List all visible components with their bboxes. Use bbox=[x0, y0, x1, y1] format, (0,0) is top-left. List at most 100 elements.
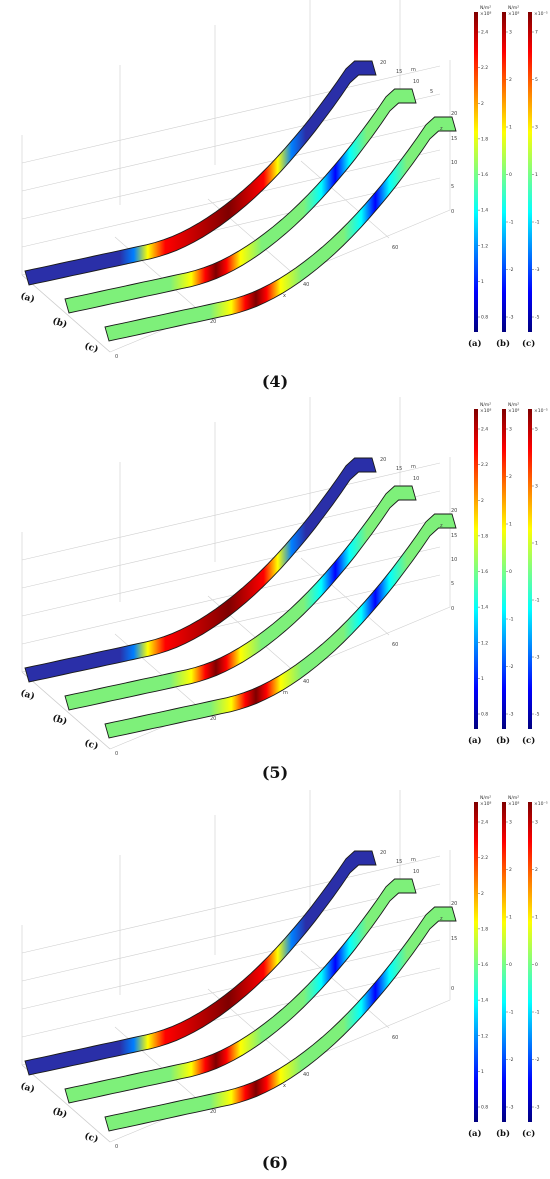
top-tick: 20 bbox=[380, 850, 386, 856]
colorbar-tick: 3 bbox=[509, 820, 512, 826]
colorbar-tick: 0.8 bbox=[481, 315, 488, 321]
x-tick: 60 bbox=[392, 642, 398, 648]
colorbar-tick: 2 bbox=[481, 498, 484, 504]
figure-panel-6: 0 20 40 60 x 20 15 10 m 20 15 0 z (a) (b… bbox=[19, 790, 548, 1150]
colorbar-label: (a) bbox=[468, 338, 482, 349]
colorbar-c bbox=[528, 12, 532, 332]
colorbar-tick: 1 bbox=[535, 541, 538, 547]
z-tick: 20 bbox=[451, 111, 457, 117]
colorbars: N/m²×10⁸2.42.221.81.61.41.210.8(a)N/m²×1… bbox=[468, 5, 548, 349]
stress-strip-a bbox=[24, 60, 377, 286]
grid-line bbox=[21, 546, 441, 645]
stress-strip-c bbox=[104, 513, 457, 739]
stress-strips bbox=[24, 457, 457, 739]
x-tick: 40 bbox=[303, 679, 309, 685]
grid-line bbox=[21, 671, 111, 750]
stress-strip-a bbox=[24, 457, 377, 683]
colorbar-scale: ×10⁻⁵ bbox=[534, 11, 548, 17]
colorbar-unit: N/m² bbox=[508, 5, 519, 11]
colorbar-tick: 1.2 bbox=[481, 640, 488, 646]
grid-line bbox=[21, 462, 441, 561]
colorbar-tick: -1 bbox=[535, 1010, 540, 1016]
colorbar-tick: 0 bbox=[509, 172, 512, 178]
z-tick: 10 bbox=[451, 557, 457, 563]
colorbar-tick: 0 bbox=[509, 962, 512, 968]
colorbar-tick: 3 bbox=[535, 820, 538, 826]
strip-label-c: (c) bbox=[83, 737, 100, 752]
colorbar-tick: 1.6 bbox=[481, 569, 488, 575]
x-tick: 40 bbox=[303, 282, 309, 288]
colorbars: N/m²×10⁸2.42.221.81.61.41.210.8(a)N/m²×1… bbox=[468, 402, 548, 746]
z-tick: 0 bbox=[451, 606, 454, 612]
colorbar-tick: 2 bbox=[509, 77, 512, 83]
colorbar-tick: 2.4 bbox=[481, 30, 488, 36]
colorbar-tick: 5 bbox=[535, 77, 538, 83]
grid-line bbox=[21, 149, 441, 248]
grid-line bbox=[21, 855, 441, 954]
z-tick: 15 bbox=[451, 136, 457, 142]
stress-strip-b bbox=[64, 878, 417, 1104]
colorbar-tick: 5 bbox=[535, 427, 538, 433]
stress-strip-c bbox=[104, 116, 457, 342]
colorbar-c bbox=[528, 802, 532, 1122]
colorbar-tick: 1.2 bbox=[481, 1033, 488, 1039]
z-tick: 0 bbox=[451, 209, 454, 215]
axis-ticks: 0 20 40 60 x 20 15 10 m 20 15 0 z bbox=[115, 850, 457, 1150]
colorbar-scale: ×10⁸ bbox=[508, 11, 519, 17]
stress-strips bbox=[24, 850, 457, 1132]
colorbars: N/m²×10⁸2.42.221.81.61.41.210.8(a)N/m²×1… bbox=[468, 795, 548, 1139]
panel-caption: (6) bbox=[261, 1153, 289, 1172]
z-tick: 20 bbox=[451, 508, 457, 514]
top-unit: m bbox=[411, 67, 416, 73]
strip-label-b: (b) bbox=[51, 315, 68, 330]
colorbar-tick: 1 bbox=[481, 279, 484, 285]
colorbar-a bbox=[474, 409, 478, 729]
z-axis-label: z bbox=[440, 126, 443, 132]
colorbar-tick: 3 bbox=[509, 30, 512, 36]
z-tick: 5 bbox=[451, 184, 454, 190]
grid-line bbox=[21, 274, 111, 353]
colorbar-b bbox=[502, 802, 506, 1122]
strip-label-a: (a) bbox=[19, 290, 36, 305]
x-tick: 60 bbox=[392, 245, 398, 251]
top-tick: 10 bbox=[413, 869, 419, 875]
z-tick: 15 bbox=[451, 936, 457, 942]
colorbar-tick: -3 bbox=[535, 267, 540, 273]
x-axis-label: x bbox=[283, 293, 286, 299]
colorbar-tick: 0 bbox=[509, 569, 512, 575]
colorbar-tick: 2 bbox=[509, 474, 512, 480]
grid-line bbox=[21, 65, 441, 164]
colorbar-tick: 1 bbox=[535, 915, 538, 921]
colorbar-tick: 1 bbox=[481, 676, 484, 682]
colorbar-tick: 3 bbox=[509, 427, 512, 433]
colorbar-tick: -2 bbox=[509, 1057, 514, 1063]
colorbar-tick: 1 bbox=[509, 522, 512, 528]
x-tick: 60 bbox=[392, 1035, 398, 1041]
strip-label-b: (b) bbox=[51, 712, 68, 727]
z-axis-label: z bbox=[440, 523, 443, 529]
colorbar-tick: -3 bbox=[509, 1105, 514, 1111]
z-axis-label: z bbox=[440, 916, 443, 922]
colorbar-tick: 2 bbox=[509, 867, 512, 873]
colorbar-tick: -3 bbox=[509, 712, 514, 718]
x-tick: 40 bbox=[303, 1072, 309, 1078]
colorbar-tick: -3 bbox=[535, 655, 540, 661]
colorbar-tick: 2.4 bbox=[481, 820, 488, 826]
x-tick: 0 bbox=[115, 1144, 118, 1150]
colorbar-tick: 1 bbox=[535, 172, 538, 178]
colorbar-c bbox=[528, 409, 532, 729]
grid-line bbox=[300, 160, 390, 239]
colorbar-tick: -2 bbox=[509, 267, 514, 273]
colorbar-tick: 2.4 bbox=[481, 427, 488, 433]
colorbar-tick: 2.2 bbox=[481, 462, 488, 468]
colorbar-unit: N/m² bbox=[480, 5, 491, 11]
colorbar-tick: 2 bbox=[481, 891, 484, 897]
colorbar-tick: 1 bbox=[509, 915, 512, 921]
grid-line bbox=[21, 93, 441, 192]
top-tick: 15 bbox=[396, 859, 402, 865]
colorbar-tick: 1.6 bbox=[481, 962, 488, 968]
grid-line bbox=[21, 1064, 111, 1143]
colorbar-unit: N/m² bbox=[508, 402, 519, 408]
stress-strip-b bbox=[64, 88, 417, 314]
colorbar-tick: 7 bbox=[535, 30, 538, 36]
